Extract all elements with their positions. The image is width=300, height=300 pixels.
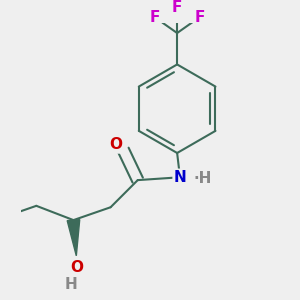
Text: O: O <box>109 137 122 152</box>
Polygon shape <box>67 220 80 256</box>
Text: F: F <box>172 0 182 15</box>
Text: O: O <box>70 260 83 275</box>
Text: H: H <box>64 278 77 292</box>
Text: F: F <box>194 10 205 25</box>
Text: N: N <box>174 170 186 185</box>
Text: F: F <box>150 10 160 25</box>
Text: ·H: ·H <box>194 171 212 186</box>
